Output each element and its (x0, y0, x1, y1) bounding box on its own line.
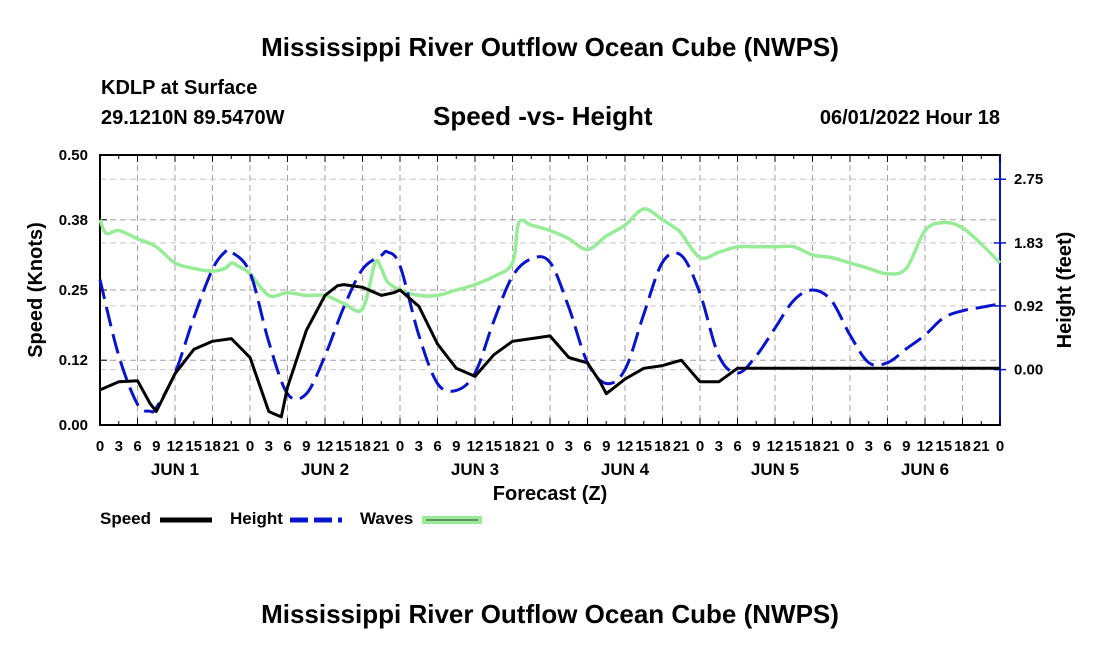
x-tick-label: 15 (785, 438, 802, 455)
x-tick-label: 15 (335, 438, 352, 455)
chart-title: Mississippi River Outflow Ocean Cube (NW… (261, 32, 839, 62)
chart-axes (99, 154, 1006, 426)
x-tick-label: 0 (96, 438, 104, 455)
x-tick-label: 9 (752, 438, 760, 455)
x-tick-label: 0 (396, 438, 404, 455)
x-tick-label: 3 (265, 438, 273, 455)
y-tick-label-right: 1.83 (1014, 235, 1043, 252)
day-label: JUN 5 (751, 460, 799, 479)
day-label: JUN 2 (301, 460, 349, 479)
x-tick-label: 9 (602, 438, 610, 455)
x-tick-label: 3 (865, 438, 873, 455)
y-tick-label-left: 0.38 (59, 212, 88, 229)
legend-height-swatch (290, 517, 342, 523)
x-tick-label: 18 (654, 438, 671, 455)
legend-waves-label: Waves (360, 509, 414, 528)
x-tick-label: 12 (467, 438, 484, 455)
day-label: JUN 6 (901, 460, 949, 479)
x-tick-label: 3 (415, 438, 423, 455)
x-tick-label: 18 (354, 438, 371, 455)
x-tick-label: 6 (583, 438, 591, 455)
x-tick-label: 9 (452, 438, 460, 455)
x-tick-label: 3 (115, 438, 123, 455)
x-tick-label: 21 (223, 438, 240, 455)
x-tick-label: 12 (917, 438, 934, 455)
x-tick-label: 0 (696, 438, 704, 455)
x-tick-label: 3 (715, 438, 723, 455)
chart-grid (100, 155, 1000, 425)
x-tick-label: 6 (283, 438, 291, 455)
x-tick-label: 12 (167, 438, 184, 455)
legend-speed-label: Speed (100, 509, 152, 528)
x-tick-label: 9 (302, 438, 310, 455)
x-tick-label: 6 (883, 438, 891, 455)
x-tick-label: 21 (673, 438, 690, 455)
x-tick-label: 6 (133, 438, 141, 455)
y-axis-label-left: Speed (Knots) (25, 222, 47, 358)
y-tick-label-left: 0.12 (59, 352, 88, 369)
x-tick-label: 21 (373, 438, 390, 455)
x-tick-label: 3 (565, 438, 573, 455)
series-line-height (98, 248, 1001, 414)
series-line-waves (98, 207, 1002, 313)
x-tick-label: 12 (767, 438, 784, 455)
x-tick-label: 15 (635, 438, 652, 455)
x-tick-label: 0 (996, 438, 1004, 455)
issue-time: 06/01/2022 Hour 18 (819, 107, 1000, 129)
y-tick-label-left: 0.00 (59, 417, 88, 434)
x-tick-label: 21 (973, 438, 990, 455)
chart-series (98, 207, 1002, 419)
y-axis-label-right: Height (feet) (1054, 232, 1076, 349)
x-tick-label: 9 (152, 438, 160, 455)
day-label: JUN 3 (451, 460, 499, 479)
x-tick-label: 9 (902, 438, 910, 455)
day-label: JUN 4 (601, 460, 650, 479)
chart-tick-labels: 0.000.120.250.380.500.000.921.832.750 3 6 9… (59, 147, 1043, 479)
day-label: JUN 1 (151, 460, 199, 479)
y-tick-label-left: 0.50 (59, 147, 88, 164)
x-tick-label: 0 (546, 438, 554, 455)
x-tick-label: 18 (954, 438, 971, 455)
x-tick-label: 6 (733, 438, 741, 455)
x-tick-label: 12 (617, 438, 634, 455)
speed-height-chart: 0.000.120.250.380.500.000.921.832.750 3 6 9… (25, 147, 1076, 505)
x-tick-label: 21 (823, 438, 840, 455)
station-label: KDLP at Surface (101, 77, 258, 99)
y-tick-label-left: 0.25 (59, 282, 88, 299)
x-tick-label: 21 (523, 438, 540, 455)
x-tick-label: 18 (804, 438, 821, 455)
x-tick-label: 12 (317, 438, 334, 455)
x-tick-label: 15 (185, 438, 202, 455)
legend-waves-swatch (422, 516, 482, 524)
x-tick-label: 6 (433, 438, 441, 455)
y-tick-label-right: 2.75 (1014, 171, 1043, 188)
x-tick-label: 0 (246, 438, 254, 455)
x-tick-label: 15 (935, 438, 952, 455)
x-tick-label: 18 (504, 438, 521, 455)
series-line-speed (99, 283, 1000, 419)
x-tick-label: 0 (846, 438, 854, 455)
footer-title: Mississippi River Outflow Ocean Cube (NW… (261, 599, 839, 629)
x-axis-label: Forecast (Z) (493, 483, 607, 505)
y-tick-label-right: 0.00 (1014, 362, 1043, 379)
chart-subtitle: Speed -vs- Height (433, 101, 653, 131)
y-tick-label-right: 0.92 (1014, 298, 1043, 315)
legend-height-label: Height (230, 509, 283, 528)
x-tick-label: 18 (204, 438, 221, 455)
legend-speed-swatch (160, 517, 212, 523)
station-coordinates: 29.1210N 89.5470W (101, 107, 285, 129)
x-tick-label: 15 (485, 438, 502, 455)
